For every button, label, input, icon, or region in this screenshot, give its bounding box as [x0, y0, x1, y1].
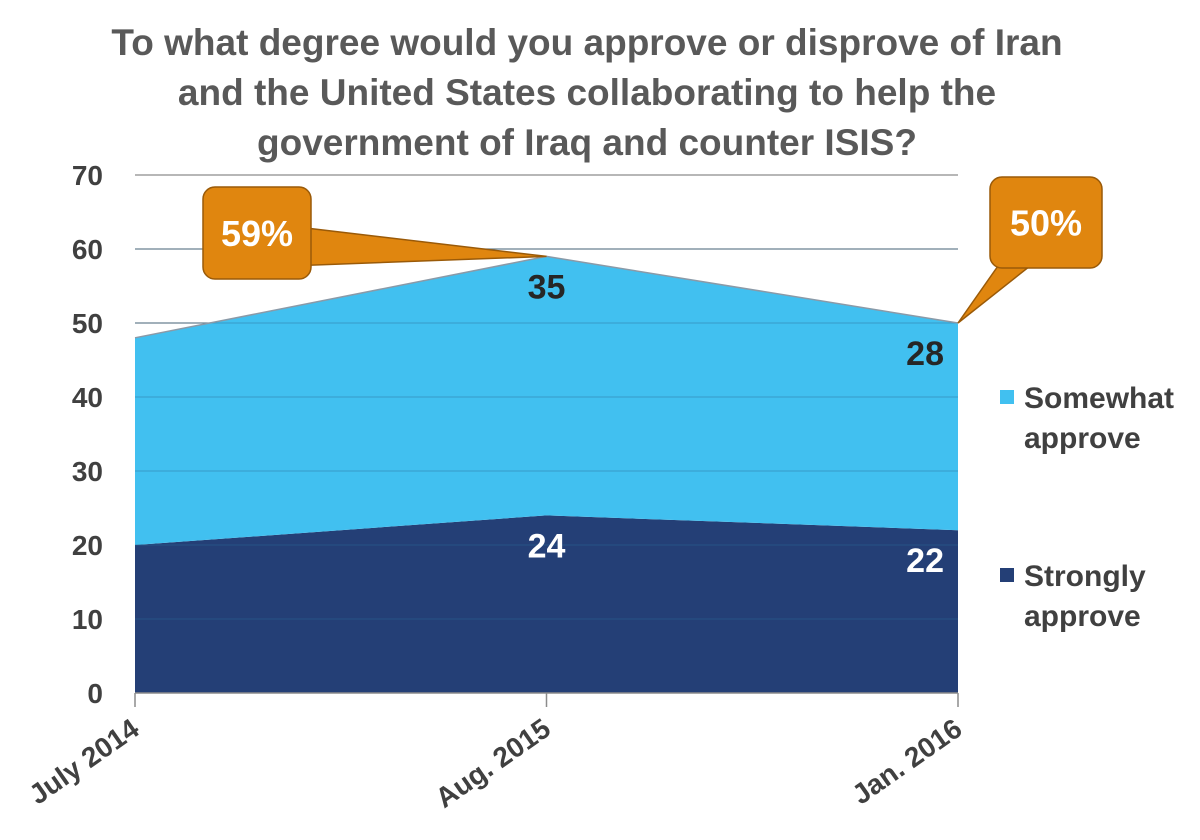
chart-title: To what degree would you approve or disp…: [111, 22, 1062, 163]
chart-title-line: and the United States collaborating to h…: [178, 72, 996, 113]
y-tick-label: 50: [72, 308, 103, 339]
callout-label: 50%: [1010, 203, 1082, 244]
legend-label: approve: [1024, 422, 1141, 455]
callout-label: 59%: [221, 213, 293, 254]
chart-title-line: government of Iraq and counter ISIS?: [257, 122, 917, 163]
data-label: 24: [528, 527, 566, 565]
legend-label: Somewhat: [1024, 382, 1174, 415]
area-somewhat-approve: [135, 256, 958, 545]
callout-pointer: [957, 265, 1033, 324]
callout-box: [202, 186, 312, 280]
legend-label: approve: [1024, 600, 1141, 633]
area-strongly-approve: [135, 515, 958, 693]
chart-title-line: To what degree would you approve or disp…: [111, 22, 1062, 63]
legend-swatch: [1000, 390, 1014, 404]
x-tick-label: Jan. 2016: [846, 713, 967, 811]
x-tick-label: Aug. 2015: [430, 713, 556, 814]
data-label: 35: [528, 268, 566, 306]
data-labels: 24 22 35 28: [528, 268, 944, 580]
y-tick-label: 0: [87, 678, 103, 709]
y-tick-label: 30: [72, 456, 103, 487]
y-tick-label: 10: [72, 604, 103, 635]
y-tick-label: 70: [72, 160, 103, 191]
callout-pointer: [308, 227, 547, 266]
callouts: 59% 50%: [202, 176, 1103, 324]
legend: Somewhat approve Strongly approve: [1000, 382, 1174, 633]
data-label: 28: [906, 335, 944, 373]
legend-label: Strongly: [1024, 560, 1146, 593]
data-label: 22: [906, 542, 944, 580]
y-tick-label: 40: [72, 382, 103, 413]
callout-seam: [305, 230, 310, 264]
y-tick-label: 60: [72, 234, 103, 265]
legend-swatch: [1000, 568, 1014, 582]
callout-seam: [1000, 262, 1028, 267]
x-tick-label: July 2014: [23, 712, 144, 810]
y-tick-label: 20: [72, 530, 103, 561]
plot-areas: [134, 248, 959, 693]
callout-box: [989, 176, 1103, 269]
